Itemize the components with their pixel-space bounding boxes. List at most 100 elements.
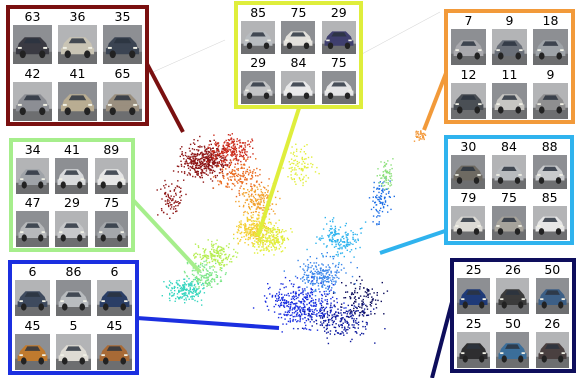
cluster-count-label: 11 xyxy=(501,66,518,82)
scatter-point xyxy=(303,166,306,168)
thumbnail-cell: 84 xyxy=(278,55,318,105)
scatter-point xyxy=(261,249,263,251)
scatter-point xyxy=(276,238,278,240)
scatter-point xyxy=(318,271,321,274)
scatter-point xyxy=(367,296,369,298)
cluster-count-label: 85 xyxy=(250,5,267,20)
scatter-point xyxy=(277,190,279,193)
scatter-point xyxy=(214,175,216,177)
scatter-point xyxy=(245,230,247,232)
scatter-point xyxy=(281,230,283,233)
scatter-point xyxy=(299,286,301,288)
scatter-point xyxy=(306,144,308,146)
scatter-point xyxy=(263,227,265,229)
scatter-point xyxy=(280,231,282,234)
scatter-point xyxy=(377,215,379,217)
scatter-point xyxy=(244,152,246,154)
scatter-point xyxy=(327,287,330,289)
scatter-point xyxy=(388,190,390,193)
scatter-point xyxy=(256,220,258,223)
scatter-point xyxy=(250,215,252,217)
scatter-point xyxy=(191,283,193,285)
scatter-point xyxy=(161,198,163,200)
scatter-point xyxy=(186,262,189,265)
scatter-point xyxy=(315,308,317,310)
scatter-point xyxy=(211,156,213,158)
scatter-point xyxy=(254,224,257,227)
scatter-point xyxy=(272,244,274,246)
thumbnail-cell: 85 xyxy=(238,5,278,55)
scatter-point xyxy=(211,272,213,274)
scatter-point xyxy=(273,225,275,227)
scatter-point xyxy=(219,262,222,264)
scatter-point xyxy=(185,292,187,294)
scatter-point xyxy=(329,233,331,236)
cluster-count-label: 86 xyxy=(65,264,82,279)
scatter-point xyxy=(267,248,269,251)
scatter-point xyxy=(278,244,281,246)
scatter-point xyxy=(201,155,203,157)
scatter-point xyxy=(265,234,267,236)
scatter-point xyxy=(383,203,386,205)
scatter-point xyxy=(230,146,233,148)
scatter-point xyxy=(243,157,245,160)
scatter-point xyxy=(302,308,305,311)
scatter-point xyxy=(214,154,216,156)
scatter-point xyxy=(334,326,337,329)
scatter-point xyxy=(190,283,192,285)
scatter-point xyxy=(239,223,241,226)
scatter-point xyxy=(348,327,351,329)
scatter-point xyxy=(287,305,290,308)
scatter-point xyxy=(300,173,303,176)
scatter-point xyxy=(242,224,245,226)
scatter-point xyxy=(294,306,296,308)
scatter-point xyxy=(213,134,215,136)
scatter-point xyxy=(222,161,225,163)
scatter-point xyxy=(234,155,237,157)
cluster-count-label: 75 xyxy=(290,5,307,20)
scatter-point xyxy=(193,155,195,157)
thumbnail-cell: 18 xyxy=(530,13,571,67)
scatter-point xyxy=(309,295,311,297)
scatter-point xyxy=(290,167,292,169)
scatter-point xyxy=(307,318,309,320)
scatter-point xyxy=(266,197,268,199)
scatter-point xyxy=(218,154,220,156)
scatter-point xyxy=(366,323,368,326)
scatter-point xyxy=(196,170,199,172)
scatter-point xyxy=(266,239,268,242)
scatter-point xyxy=(263,196,265,198)
scatter-point xyxy=(248,232,251,235)
scatter-point xyxy=(188,172,190,174)
cluster-count-label: 41 xyxy=(64,142,80,157)
scatter-point xyxy=(211,157,213,159)
scatter-point xyxy=(376,210,378,212)
scatter-point xyxy=(178,279,180,282)
scatter-point xyxy=(192,163,195,165)
scatter-point xyxy=(257,203,260,205)
scatter-point xyxy=(319,239,322,241)
thumbnail-cell: 29 xyxy=(319,5,359,55)
scatter-point xyxy=(337,263,340,266)
scatter-point xyxy=(244,242,246,244)
scatter-point xyxy=(273,254,275,256)
scatter-point xyxy=(366,289,368,291)
car-thumbnail xyxy=(281,21,316,54)
scatter-point xyxy=(376,223,378,226)
scatter-point xyxy=(205,274,207,277)
thumbnail-cell: 25 xyxy=(454,316,493,370)
scatter-point xyxy=(203,168,205,170)
scatter-point xyxy=(327,269,329,272)
scatter-point xyxy=(207,166,209,168)
scatter-point xyxy=(193,153,195,155)
scatter-point xyxy=(375,208,377,211)
scatter-point xyxy=(262,207,264,209)
scatter-point xyxy=(192,295,194,297)
scatter-point xyxy=(269,293,271,295)
scatter-point xyxy=(328,314,330,317)
scatter-point xyxy=(194,290,197,292)
scatter-point xyxy=(228,166,230,169)
scatter-point xyxy=(294,167,296,169)
scatter-point xyxy=(376,175,378,177)
car-thumbnail xyxy=(13,25,52,64)
